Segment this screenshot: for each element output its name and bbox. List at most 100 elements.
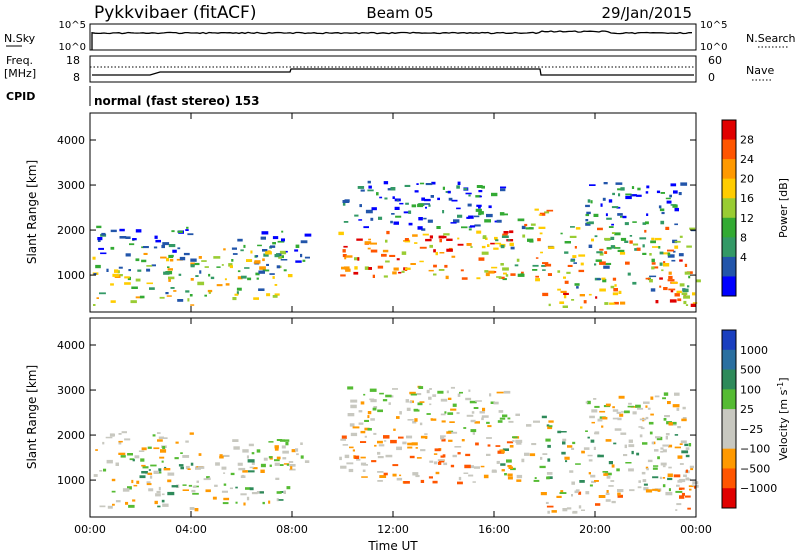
echo-cell bbox=[637, 407, 644, 410]
echo-cell bbox=[364, 419, 369, 422]
echo-cell bbox=[569, 470, 574, 473]
echo-cell bbox=[231, 247, 237, 250]
echo-cell bbox=[393, 267, 399, 271]
echo-cell bbox=[648, 421, 654, 425]
echo-cell bbox=[622, 215, 627, 219]
echo-cell bbox=[96, 225, 102, 229]
echo-cell bbox=[278, 255, 282, 259]
echo-cell bbox=[383, 275, 388, 278]
echo-cell bbox=[354, 257, 360, 261]
echo-cell bbox=[484, 219, 491, 223]
echo-cell bbox=[446, 431, 452, 434]
echo-cell bbox=[457, 181, 461, 185]
echo-cell bbox=[604, 251, 608, 254]
echo-cell bbox=[679, 495, 685, 499]
echo-cell bbox=[286, 463, 289, 466]
echo-cell bbox=[409, 391, 416, 395]
echo-cell bbox=[685, 495, 691, 498]
echo-cell bbox=[563, 276, 566, 279]
echo-cell bbox=[681, 418, 687, 422]
echo-cell bbox=[621, 411, 625, 413]
echo-cell bbox=[410, 393, 417, 396]
echo-cell bbox=[659, 285, 662, 288]
nsky-tick-high: 10^5 bbox=[59, 20, 86, 31]
echo-cell bbox=[461, 277, 468, 280]
echo-cell bbox=[255, 272, 260, 276]
echo-cell bbox=[676, 290, 682, 294]
echo-cell bbox=[168, 244, 176, 248]
echo-cell bbox=[507, 417, 511, 420]
echo-cell bbox=[667, 252, 671, 256]
echo-cell bbox=[378, 216, 383, 220]
echo-cell bbox=[491, 266, 498, 269]
echo-cell bbox=[667, 473, 673, 477]
echo-cell bbox=[257, 244, 262, 247]
echo-cell bbox=[689, 488, 692, 491]
echo-cell bbox=[357, 257, 360, 261]
echo-cell bbox=[662, 252, 670, 255]
echo-cell bbox=[679, 487, 685, 490]
colorbar-swatch bbox=[722, 276, 736, 297]
echo-cell bbox=[660, 192, 665, 194]
echo-cell bbox=[494, 236, 498, 240]
echo-cell bbox=[654, 237, 662, 241]
echo-cell bbox=[92, 256, 96, 260]
echo-cell bbox=[93, 273, 97, 275]
colorbar-swatch bbox=[722, 488, 736, 509]
echo-cell bbox=[396, 199, 400, 202]
echo-cell bbox=[679, 443, 683, 445]
echo-cell bbox=[404, 267, 411, 270]
echo-cell bbox=[345, 268, 351, 272]
echo-cell bbox=[510, 273, 516, 276]
echo-cell bbox=[674, 446, 681, 449]
echo-cell bbox=[290, 466, 293, 470]
echo-cell bbox=[650, 413, 654, 416]
echo-cell bbox=[360, 462, 367, 466]
echo-cell bbox=[187, 298, 190, 302]
echo-cell bbox=[500, 244, 505, 249]
echo-cell bbox=[566, 271, 571, 274]
echo-cell bbox=[593, 398, 597, 400]
echo-cell bbox=[287, 274, 293, 278]
echo-cell bbox=[692, 481, 699, 484]
echo-cell bbox=[426, 389, 430, 394]
echo-cell bbox=[246, 496, 250, 501]
echo-cell bbox=[663, 287, 668, 291]
echo-cell bbox=[614, 232, 621, 236]
echo-cell bbox=[142, 466, 149, 469]
echo-cell bbox=[608, 485, 614, 487]
echo-cell bbox=[595, 259, 602, 262]
echo-cell bbox=[534, 208, 539, 211]
echo-cell bbox=[580, 262, 584, 266]
echo-cell bbox=[620, 432, 627, 435]
echo-cell bbox=[571, 447, 575, 450]
echo-cell bbox=[249, 466, 254, 469]
echo-cell bbox=[428, 204, 431, 207]
echo-cell bbox=[616, 206, 621, 209]
nsearch-tick-high: 10^5 bbox=[700, 20, 727, 31]
echo-cell bbox=[475, 208, 482, 212]
echo-cell bbox=[189, 507, 195, 510]
echo-cell bbox=[624, 222, 629, 226]
echo-cell bbox=[426, 413, 431, 415]
echo-cell bbox=[237, 276, 243, 280]
echo-cell bbox=[419, 422, 423, 426]
echo-cell bbox=[198, 256, 202, 259]
echo-cell bbox=[223, 472, 226, 474]
echo-cell bbox=[440, 435, 446, 438]
echo-cell bbox=[262, 258, 265, 262]
echo-cell bbox=[495, 445, 501, 447]
x-tick-label: 12:00 bbox=[377, 523, 409, 536]
colorbar-swatch bbox=[722, 349, 736, 371]
echo-cell bbox=[516, 441, 522, 445]
echo-cell bbox=[660, 462, 667, 466]
echo-cell bbox=[406, 435, 413, 439]
echo-cell bbox=[367, 428, 372, 431]
echo-cell bbox=[131, 479, 134, 484]
echo-cell bbox=[431, 181, 436, 185]
echo-cell bbox=[503, 231, 509, 234]
echo-cell bbox=[560, 290, 567, 293]
echo-cell bbox=[649, 431, 653, 435]
echo-cell bbox=[628, 468, 634, 472]
echo-cell bbox=[199, 270, 202, 274]
